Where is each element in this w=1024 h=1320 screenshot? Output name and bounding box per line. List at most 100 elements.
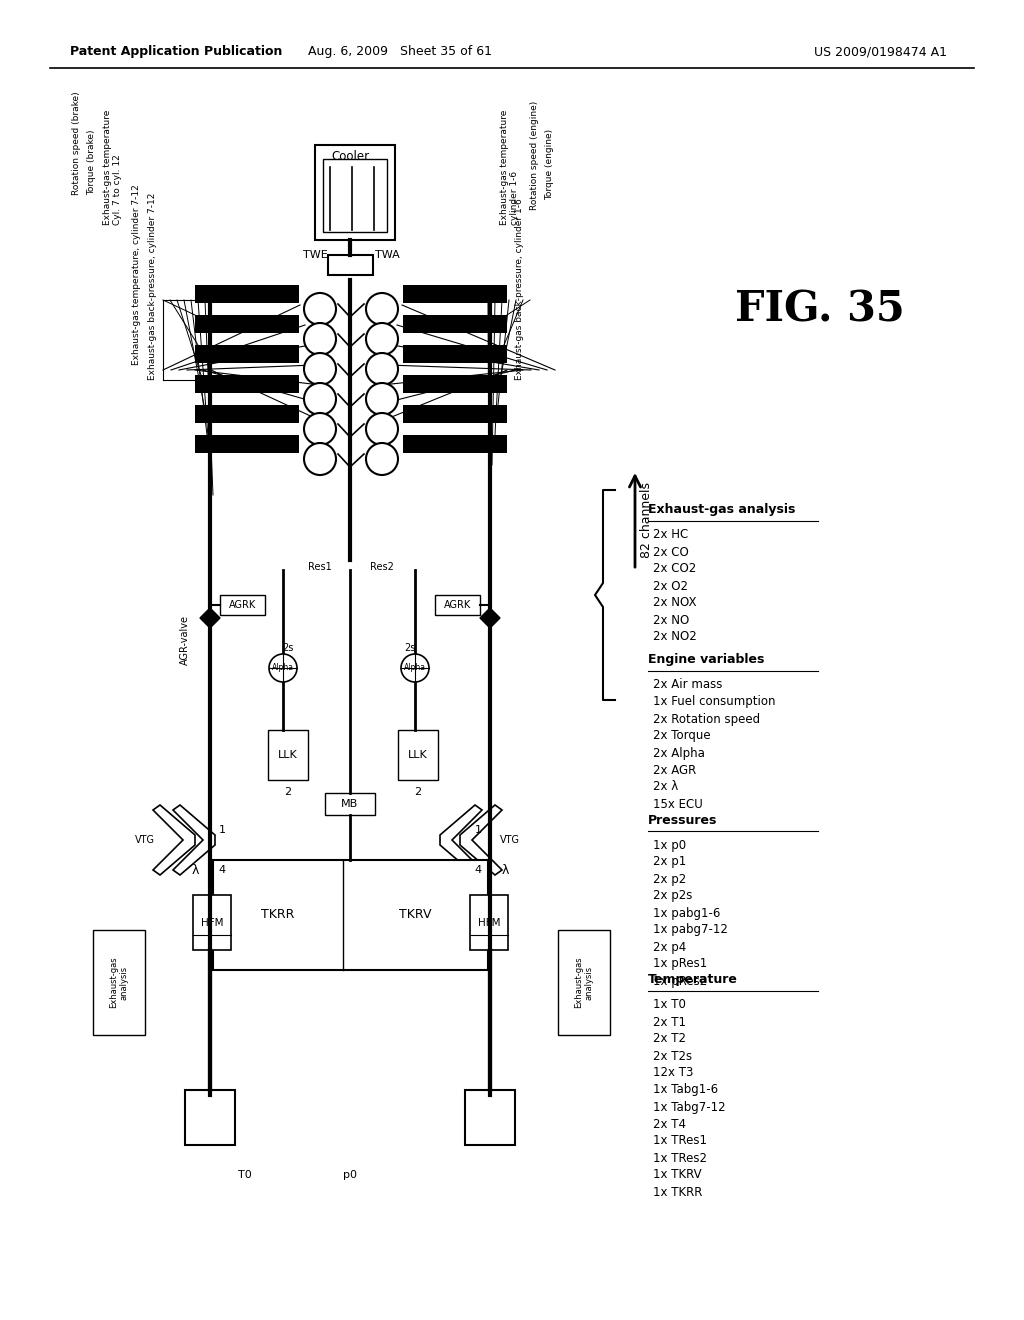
Text: FIG. 35: FIG. 35 (735, 289, 905, 331)
Text: Res2: Res2 (370, 562, 394, 572)
Text: 2x T4: 2x T4 (653, 1118, 686, 1130)
Bar (328, 255, 373, 275)
Circle shape (366, 323, 398, 355)
Text: 1x TKRV: 1x TKRV (653, 1168, 701, 1181)
Text: Exhaust-gas temperature
Cyl. 7 to cyl. 12: Exhaust-gas temperature Cyl. 7 to cyl. 1… (103, 110, 123, 224)
Text: 2x AGR: 2x AGR (653, 763, 696, 776)
Text: Torque (engine): Torque (engine) (545, 129, 554, 201)
Text: Exhaust-gas back-pressure, cylinder 1-6: Exhaust-gas back-pressure, cylinder 1-6 (515, 198, 524, 380)
Text: LLK: LLK (279, 750, 298, 760)
Text: 2x T1: 2x T1 (653, 1015, 686, 1028)
Text: 1x Fuel consumption: 1x Fuel consumption (653, 696, 775, 709)
Text: 2: 2 (285, 787, 292, 797)
Polygon shape (440, 805, 482, 875)
Circle shape (304, 352, 336, 385)
Text: λ: λ (502, 863, 509, 876)
Text: 1x pabg7-12: 1x pabg7-12 (653, 924, 728, 936)
Text: 1x TKRR: 1x TKRR (653, 1185, 702, 1199)
Text: 2x O2: 2x O2 (653, 579, 688, 593)
Bar (195, 345, 299, 363)
Text: λ: λ (191, 863, 199, 876)
Text: 4: 4 (474, 865, 481, 875)
Text: AGRK: AGRK (229, 601, 256, 610)
Text: 15x ECU: 15x ECU (653, 797, 702, 810)
Bar (403, 285, 507, 304)
Polygon shape (480, 609, 500, 628)
Bar (403, 436, 507, 453)
Circle shape (304, 383, 336, 414)
Text: Alpha: Alpha (404, 664, 426, 672)
Bar (193, 895, 231, 950)
Text: HFM: HFM (201, 917, 223, 928)
Bar (195, 405, 299, 422)
Bar (185, 1090, 234, 1144)
Bar (403, 375, 507, 393)
Text: 2x p1: 2x p1 (653, 855, 686, 869)
Text: 2x NOX: 2x NOX (653, 597, 696, 610)
Polygon shape (173, 805, 215, 875)
Text: Patent Application Publication: Patent Application Publication (70, 45, 283, 58)
Text: 2x p2s: 2x p2s (653, 890, 692, 903)
Text: 2x p4: 2x p4 (653, 940, 686, 953)
Bar (403, 315, 507, 333)
Text: HFM: HFM (478, 917, 501, 928)
Text: Exhaust-gas temperature
cylinder 1-6: Exhaust-gas temperature cylinder 1-6 (500, 110, 519, 224)
Circle shape (269, 653, 297, 682)
Circle shape (366, 383, 398, 414)
Text: 2x T2: 2x T2 (653, 1032, 686, 1045)
Bar (325, 793, 375, 814)
Text: 2x NO2: 2x NO2 (653, 631, 696, 644)
Circle shape (366, 352, 398, 385)
Text: 4: 4 (218, 865, 225, 875)
Text: Exhaust-gas temperature, cylinder 7-12: Exhaust-gas temperature, cylinder 7-12 (132, 185, 141, 366)
Text: Engine variables: Engine variables (648, 653, 764, 667)
Text: Res1: Res1 (308, 562, 332, 572)
Text: 2x Alpha: 2x Alpha (653, 747, 705, 759)
Text: AGR-valve: AGR-valve (180, 615, 190, 665)
Text: Torque (brake): Torque (brake) (87, 129, 96, 195)
Text: 1x pabg1-6: 1x pabg1-6 (653, 907, 720, 920)
Bar (435, 595, 480, 615)
Text: 1x pRes1: 1x pRes1 (653, 957, 708, 970)
Bar (195, 315, 299, 333)
Text: 1x pRes2: 1x pRes2 (653, 974, 708, 987)
Bar (465, 1090, 515, 1144)
Text: US 2009/0198474 A1: US 2009/0198474 A1 (813, 45, 946, 58)
Text: LLK: LLK (409, 750, 428, 760)
Text: 1x p0: 1x p0 (653, 838, 686, 851)
Circle shape (366, 413, 398, 445)
Polygon shape (153, 805, 195, 875)
Text: 2x CO: 2x CO (653, 545, 689, 558)
Bar (268, 730, 308, 780)
Text: 1x Tabg7-12: 1x Tabg7-12 (653, 1101, 726, 1114)
Bar (403, 405, 507, 422)
Text: 2x HC: 2x HC (653, 528, 688, 541)
Circle shape (304, 323, 336, 355)
Text: 2s: 2s (283, 643, 294, 653)
Text: VTG: VTG (135, 836, 155, 845)
Text: Pressures: Pressures (648, 813, 718, 826)
Text: AGRK: AGRK (443, 601, 471, 610)
Bar (558, 931, 610, 1035)
Text: 2x CO2: 2x CO2 (653, 562, 696, 576)
Text: T0: T0 (239, 1170, 252, 1180)
Bar (213, 861, 488, 970)
Circle shape (304, 413, 336, 445)
Text: Rotation speed (engine): Rotation speed (engine) (530, 100, 539, 210)
Bar (403, 345, 507, 363)
Text: Rotation speed (brake): Rotation speed (brake) (72, 91, 81, 195)
Circle shape (366, 293, 398, 325)
Text: 2x T2s: 2x T2s (653, 1049, 692, 1063)
Text: p0: p0 (343, 1170, 357, 1180)
Text: 1x T0: 1x T0 (653, 998, 686, 1011)
Bar (323, 158, 387, 232)
Text: Cooler: Cooler (331, 150, 369, 164)
Bar (398, 730, 438, 780)
Bar (93, 931, 145, 1035)
Bar (315, 145, 395, 240)
Text: 1: 1 (218, 825, 225, 836)
Bar (195, 436, 299, 453)
Text: TKRR: TKRR (261, 908, 295, 921)
Text: VTG: VTG (500, 836, 520, 845)
Text: 1x Tabg1-6: 1x Tabg1-6 (653, 1084, 718, 1097)
